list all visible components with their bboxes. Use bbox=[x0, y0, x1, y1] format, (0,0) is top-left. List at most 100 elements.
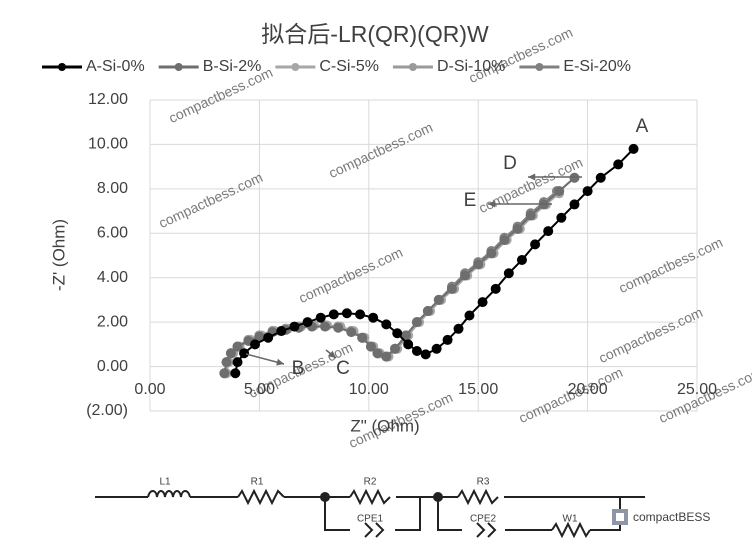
data-point bbox=[357, 332, 368, 343]
data-point bbox=[543, 226, 554, 237]
data-point bbox=[254, 331, 265, 342]
data-point bbox=[328, 309, 339, 320]
circuit-label: W1 bbox=[563, 514, 578, 525]
data-point bbox=[464, 310, 475, 321]
data-point bbox=[221, 357, 232, 368]
watermark: compactbess.com bbox=[596, 304, 705, 366]
data-point bbox=[512, 223, 523, 234]
logo-icon bbox=[616, 513, 624, 521]
data-point bbox=[411, 317, 422, 328]
y-tick-label: 4.00 bbox=[97, 269, 128, 286]
legend-marker bbox=[174, 63, 183, 71]
data-point bbox=[263, 332, 274, 343]
data-point bbox=[530, 239, 541, 250]
x-tick-label: 20.00 bbox=[568, 381, 608, 398]
circuit-wires bbox=[95, 488, 645, 539]
annotation: B bbox=[292, 358, 305, 379]
data-point bbox=[477, 297, 488, 308]
data-point bbox=[232, 357, 243, 368]
data-point bbox=[315, 312, 326, 323]
watermark: compactbess.com bbox=[616, 234, 725, 296]
x-tick-label: 5.00 bbox=[244, 381, 275, 398]
data-point bbox=[320, 321, 331, 332]
data-point bbox=[341, 308, 352, 319]
y-tick-label: 0.00 bbox=[97, 358, 128, 375]
data-point bbox=[582, 186, 593, 197]
node bbox=[433, 492, 443, 502]
data-point bbox=[392, 328, 403, 339]
grid bbox=[149, 99, 698, 412]
x-tick-label: 25.00 bbox=[677, 381, 717, 398]
data-point bbox=[431, 343, 442, 354]
x-tick-label: 15.00 bbox=[458, 381, 498, 398]
circuit-label: R3 bbox=[477, 477, 490, 488]
series-line bbox=[223, 176, 576, 374]
data-point bbox=[628, 143, 639, 154]
legend-label: E-Si-20% bbox=[563, 58, 631, 75]
annotation: D bbox=[503, 153, 517, 174]
data-point bbox=[446, 283, 457, 294]
watermark: compactbess.com bbox=[326, 119, 435, 181]
data-point bbox=[595, 172, 606, 183]
legend-marker bbox=[535, 63, 544, 71]
data-point bbox=[276, 326, 287, 337]
data-point bbox=[453, 323, 464, 334]
x-tick-label: 0.00 bbox=[134, 381, 165, 398]
data-point bbox=[525, 210, 536, 221]
data-point bbox=[381, 351, 392, 362]
annotation-arrowhead bbox=[276, 358, 284, 366]
data-point bbox=[368, 312, 379, 323]
circuit-label: R1 bbox=[251, 477, 264, 488]
data-point bbox=[302, 317, 313, 328]
data-point bbox=[403, 339, 414, 350]
series bbox=[219, 172, 580, 379]
legend-label: C-Si-5% bbox=[319, 58, 379, 75]
data-point bbox=[503, 268, 514, 279]
circuit-label: L1 bbox=[159, 477, 171, 488]
circuit-label: R2 bbox=[364, 477, 377, 488]
annotation-arrowhead bbox=[328, 350, 336, 358]
data-point bbox=[232, 341, 243, 352]
data-point bbox=[381, 319, 392, 330]
data-point bbox=[556, 212, 567, 223]
circuit-label: CPE1 bbox=[357, 514, 384, 525]
y-axis-label: -Z' (Ohm) bbox=[49, 219, 68, 291]
data-point bbox=[239, 348, 250, 359]
legend-marker bbox=[58, 63, 66, 71]
y-tick-label: 2.00 bbox=[97, 313, 128, 330]
annotation-arrowhead bbox=[488, 200, 496, 208]
chart-title: 拟合后-LR(QR)(QR)W bbox=[261, 21, 489, 47]
data-point bbox=[554, 186, 565, 197]
watermark: compactbess.com bbox=[296, 244, 405, 306]
annotation: A bbox=[636, 116, 649, 137]
y-tick-label: 8.00 bbox=[97, 180, 128, 197]
legend-marker bbox=[291, 63, 300, 71]
data-point bbox=[569, 199, 580, 210]
data-point bbox=[422, 306, 433, 317]
data-point bbox=[433, 294, 444, 305]
data-point bbox=[346, 327, 357, 338]
data-point bbox=[516, 254, 527, 265]
data-point bbox=[289, 321, 300, 332]
data-point bbox=[490, 283, 501, 294]
data-point bbox=[225, 348, 236, 359]
data-point bbox=[390, 343, 401, 354]
legend-marker bbox=[408, 63, 417, 71]
data-point bbox=[420, 349, 431, 360]
data-point bbox=[372, 348, 383, 359]
y-tick-label: (2.00) bbox=[86, 402, 128, 419]
data-point bbox=[613, 159, 624, 170]
data-point bbox=[230, 368, 241, 379]
data-point bbox=[365, 341, 376, 352]
x-tick-label: 10.00 bbox=[349, 381, 389, 398]
data-point bbox=[333, 322, 344, 333]
watermark: compactbess.com bbox=[516, 364, 625, 426]
legend-label: B-Si-2% bbox=[203, 58, 262, 75]
data-point bbox=[460, 270, 471, 281]
annotation: E bbox=[464, 190, 477, 211]
data-point bbox=[219, 368, 230, 379]
data-point bbox=[499, 234, 510, 245]
circuit-label: CPE2 bbox=[470, 514, 497, 525]
series-line bbox=[223, 190, 558, 374]
